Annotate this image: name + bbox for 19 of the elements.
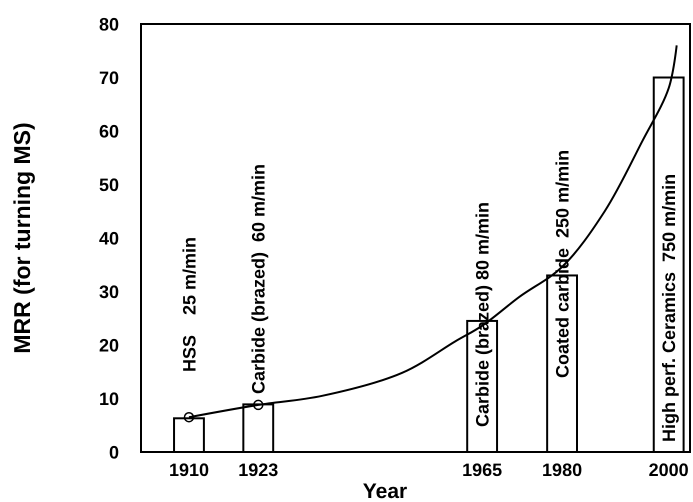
x-tick-label: 1923 (238, 460, 278, 480)
x-tick-label: 2000 (648, 460, 689, 480)
x-tick-label: 1965 (462, 460, 502, 480)
y-axis-title: MRR (for turning MS) (9, 122, 35, 354)
y-tick-label: 70 (98, 68, 119, 88)
y-tick-label: 60 (98, 121, 119, 142)
x-tick-label: 1980 (542, 460, 582, 480)
y-tick-label: 30 (98, 282, 119, 302)
annotation: High perf. Ceramics 750 m/min (658, 174, 679, 442)
y-tick-label: 0 (108, 442, 119, 462)
y-tick-label: 40 (98, 228, 119, 248)
y-tick-label: 10 (98, 388, 119, 409)
x-axis-title: Year (362, 480, 408, 502)
annotation: Carbide (brazed) 60 m/min (248, 164, 269, 394)
y-tick-label: 80 (98, 14, 119, 34)
y-tick-label: 20 (98, 335, 119, 356)
x-tick-label: 1910 (168, 460, 209, 480)
y-tick-label: 50 (98, 174, 119, 195)
annotation: HSS 25 m/min (179, 236, 200, 372)
